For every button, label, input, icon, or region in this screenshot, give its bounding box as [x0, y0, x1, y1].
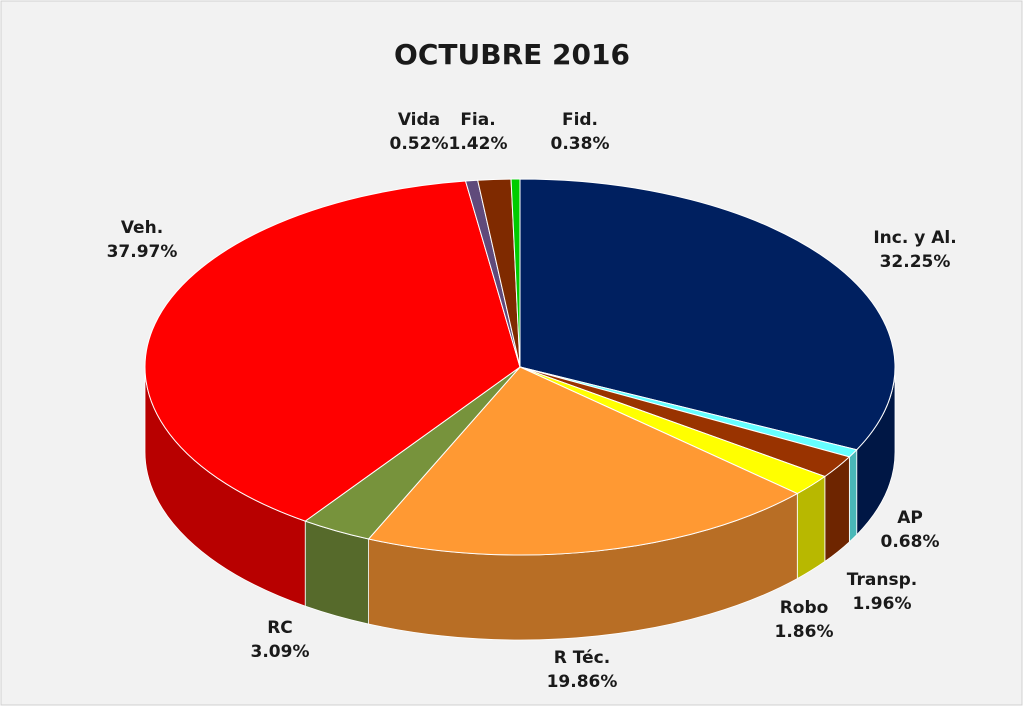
value-label: 0.38% [551, 134, 610, 154]
value-label: 19.86% [547, 672, 618, 692]
slice-sides [144, 366, 896, 641]
chart-title: OCTUBRE 2016 [394, 38, 630, 71]
value-label: 1.96% [853, 594, 912, 614]
category-label: R Téc. [554, 648, 610, 668]
labels: Inc. y Al. 32.25% AP 0.68% Transp. 1.96% Robo 1… [107, 110, 957, 692]
slice-tops [144, 178, 896, 556]
slice [144, 180, 521, 522]
category-label: RC [267, 618, 293, 638]
category-label: AP [897, 508, 923, 528]
category-label: Fid. [562, 110, 598, 130]
category-label: Robo [780, 598, 829, 618]
value-label: 0.68% [881, 532, 940, 552]
category-label: Vida [398, 110, 440, 130]
slice [510, 178, 521, 368]
slice [519, 178, 896, 451]
slice-side [848, 448, 858, 543]
category-label: Inc. y Al. [873, 228, 956, 248]
value-label: 37.97% [107, 242, 178, 262]
value-label: 1.86% [775, 622, 834, 642]
value-label: 32.25% [880, 252, 951, 272]
category-label: Veh. [121, 218, 163, 238]
value-label: 1.42% [449, 134, 508, 154]
value-label: 3.09% [251, 642, 310, 662]
category-label: Fia. [460, 110, 495, 130]
slice [367, 366, 799, 556]
value-label: 0.52% [390, 134, 449, 154]
category-label: Transp. [847, 570, 917, 590]
